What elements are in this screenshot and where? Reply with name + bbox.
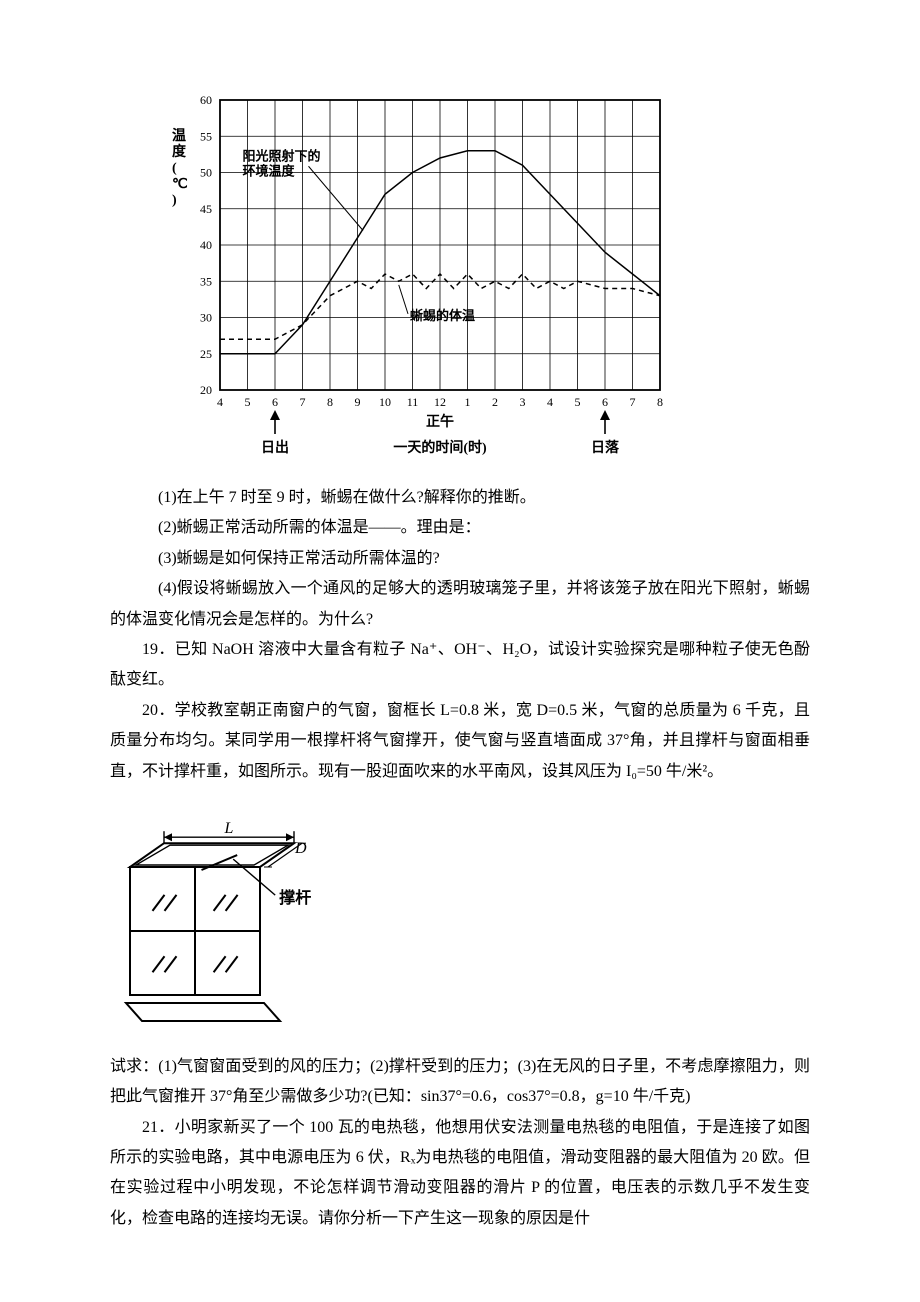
svg-text:9: 9: [355, 395, 361, 409]
svg-text:一天的时间(时): 一天的时间(时): [393, 439, 487, 456]
svg-text:撑杆: 撑杆: [279, 888, 311, 907]
svg-text:1: 1: [465, 395, 471, 409]
question-1: (1)在上午 7 时至 9 时，蜥蜴在做什么?解释你的推断。: [110, 483, 810, 513]
question-21: 21．小明家新买了一个 100 瓦的电热毯，他想用伏安法测量电热毯的电阻值，于是…: [110, 1113, 810, 1235]
svg-text:4: 4: [217, 395, 223, 409]
window-svg: L D 撑杆: [110, 797, 390, 1037]
question-2: (2)蜥蜴正常活动所需的体温是——。理由是：: [110, 513, 810, 543]
svg-text:35: 35: [200, 274, 212, 288]
svg-text:(: (: [172, 161, 177, 176]
question-20b: 试求：(1)气窗窗面受到的风的压力；(2)撑杆受到的压力；(3)在无风的日子里，…: [110, 1052, 810, 1113]
svg-text:8: 8: [327, 395, 333, 409]
svg-text:6: 6: [272, 395, 278, 409]
chart-svg: 20253035404550556045678910111212345678温度…: [150, 80, 690, 460]
svg-text:4: 4: [547, 395, 553, 409]
svg-text:45: 45: [200, 202, 212, 216]
svg-text:D: D: [294, 840, 307, 857]
svg-text:50: 50: [200, 166, 212, 180]
svg-text:环境温度: 环境温度: [243, 163, 296, 178]
svg-text:度: 度: [172, 143, 187, 160]
svg-text:℃: ℃: [172, 177, 188, 192]
svg-text:正午: 正午: [426, 413, 454, 430]
svg-text:6: 6: [602, 395, 608, 409]
svg-text:7: 7: [630, 395, 636, 409]
question-3: (3)蜥蜴是如何保持正常活动所需体温的?: [110, 544, 810, 574]
svg-text:60: 60: [200, 93, 212, 107]
svg-text:日落: 日落: [591, 439, 620, 456]
temperature-chart: 20253035404550556045678910111212345678温度…: [150, 80, 810, 465]
svg-text:12: 12: [434, 395, 446, 409]
svg-text:2: 2: [492, 395, 498, 409]
svg-text:7: 7: [300, 395, 306, 409]
svg-text:11: 11: [407, 395, 419, 409]
svg-text:20: 20: [200, 383, 212, 397]
svg-text:温: 温: [172, 128, 186, 144]
svg-text:8: 8: [657, 395, 663, 409]
window-diagram: L D 撑杆: [110, 797, 810, 1042]
svg-text:10: 10: [379, 395, 391, 409]
question-20: 20．学校教室朝正南窗户的气窗，窗框长 L=0.8 米，宽 D=0.5 米，气窗…: [110, 696, 810, 787]
svg-text:25: 25: [200, 347, 212, 361]
question-19: 19．已知 NaOH 溶液中大量含有粒子 Na⁺、OH⁻、H₂O，试设计实验探究…: [110, 635, 810, 696]
svg-text:阳光照射下的: 阳光照射下的: [243, 148, 321, 163]
svg-text:蜥蜴的体温: 蜥蜴的体温: [410, 308, 475, 323]
svg-text:55: 55: [200, 129, 212, 143]
svg-text:5: 5: [245, 395, 251, 409]
svg-text:5: 5: [575, 395, 581, 409]
svg-text:3: 3: [520, 395, 526, 409]
svg-text:日出: 日出: [261, 439, 289, 456]
question-4: (4)假设将蜥蜴放入一个通风的足够大的透明玻璃笼子里，并将该笼子放在阳光下照射，…: [110, 574, 810, 635]
svg-text:30: 30: [200, 311, 212, 325]
svg-text:): ): [172, 193, 177, 208]
svg-text:40: 40: [200, 238, 212, 252]
svg-text:L: L: [224, 820, 234, 837]
